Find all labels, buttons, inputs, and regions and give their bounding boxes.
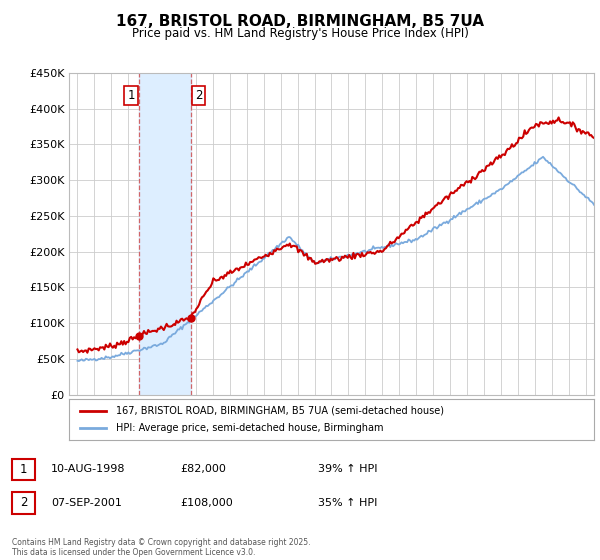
Text: 1: 1 — [20, 463, 27, 476]
Text: 2: 2 — [20, 496, 27, 510]
Text: Price paid vs. HM Land Registry's House Price Index (HPI): Price paid vs. HM Land Registry's House … — [131, 27, 469, 40]
Text: £108,000: £108,000 — [180, 498, 233, 508]
Text: HPI: Average price, semi-detached house, Birmingham: HPI: Average price, semi-detached house,… — [116, 423, 384, 433]
Bar — [139, 73, 191, 395]
Text: 35% ↑ HPI: 35% ↑ HPI — [318, 498, 377, 508]
Text: 07-SEP-2001: 07-SEP-2001 — [51, 498, 122, 508]
Text: 167, BRISTOL ROAD, BIRMINGHAM, B5 7UA: 167, BRISTOL ROAD, BIRMINGHAM, B5 7UA — [116, 14, 484, 29]
Text: £82,000: £82,000 — [180, 464, 226, 474]
Text: 10-AUG-1998: 10-AUG-1998 — [51, 464, 125, 474]
Text: 1: 1 — [127, 89, 135, 102]
Text: 167, BRISTOL ROAD, BIRMINGHAM, B5 7UA (semi-detached house): 167, BRISTOL ROAD, BIRMINGHAM, B5 7UA (s… — [116, 405, 444, 416]
Text: 2: 2 — [194, 89, 202, 102]
Text: 39% ↑ HPI: 39% ↑ HPI — [318, 464, 377, 474]
Text: Contains HM Land Registry data © Crown copyright and database right 2025.
This d: Contains HM Land Registry data © Crown c… — [12, 538, 311, 557]
